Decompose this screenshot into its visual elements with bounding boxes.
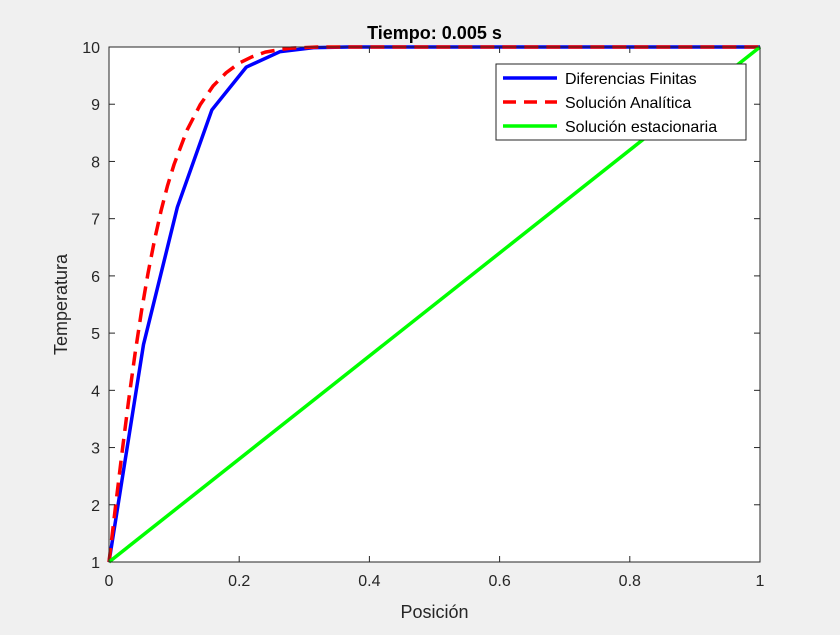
legend[interactable]: Diferencias Finitas Solución Analítica Sol… (495, 63, 747, 141)
y-tick-label: 2 (91, 498, 100, 515)
y-tick-label: 6 (91, 269, 100, 286)
y-tick-label: 7 (91, 212, 100, 229)
chart-title: Tiempo: 0.005 s (367, 23, 502, 43)
y-tick-label: 10 (82, 40, 100, 57)
axis-layer: 0 0.2 0.4 0.6 0.8 1 1 2 3 4 5 6 7 8 9 10 (82, 40, 764, 590)
legend-label-2: Solución estacionaria (565, 119, 717, 136)
x-tick-label: 0 (105, 573, 114, 590)
legend-label-0: Diferencias Finitas (565, 71, 697, 88)
y-tick-label: 8 (91, 154, 100, 171)
legend-label-1: Solución Analítica (565, 95, 691, 112)
y-tick-label: 4 (91, 383, 100, 400)
x-tick-label: 0.2 (228, 573, 250, 590)
x-tick-label: 1 (756, 573, 765, 590)
legend-entries: Diferencias Finitas Solución Analítica Sol… (503, 71, 717, 136)
y-tick-label: 9 (91, 97, 100, 114)
x-tick-label: 0.6 (488, 573, 510, 590)
x-tick-label: 0.4 (358, 573, 380, 590)
y-axis-label: Temperatura (51, 253, 71, 355)
x-tick-label: 0.8 (619, 573, 641, 590)
y-tick-label: 3 (91, 441, 100, 458)
plot-frame (108, 46, 761, 563)
y-tick-label: 1 (91, 555, 100, 572)
x-axis-label: Posición (400, 602, 468, 622)
y-tick-label: 5 (91, 326, 100, 343)
